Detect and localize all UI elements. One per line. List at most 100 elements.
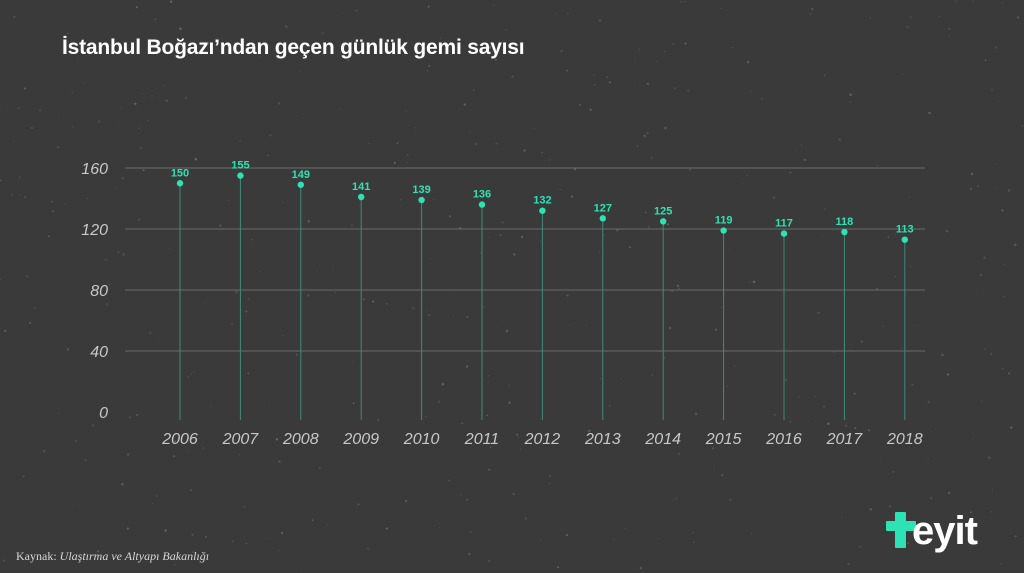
speckle	[129, 416, 132, 419]
speckle	[468, 552, 471, 556]
data-label: 149	[292, 169, 310, 181]
data-point	[297, 181, 304, 188]
speckle	[359, 200, 361, 202]
speckle	[338, 15, 339, 17]
speckle	[1014, 243, 1017, 246]
speckle	[299, 70, 301, 72]
speckle	[995, 187, 997, 189]
speckle	[173, 440, 177, 443]
speckle	[639, 566, 642, 570]
speckle	[307, 220, 310, 223]
speckle	[72, 126, 74, 128]
speckle	[135, 6, 138, 9]
speckle	[154, 18, 157, 21]
speckle	[38, 109, 42, 112]
speckle	[117, 125, 119, 127]
speckle	[999, 562, 1002, 565]
speckle	[75, 439, 77, 442]
speckle	[1016, 16, 1020, 19]
speckle	[741, 182, 743, 184]
speckle	[990, 353, 993, 355]
speckle	[987, 456, 991, 459]
speckle	[946, 373, 950, 376]
speckle	[633, 81, 635, 83]
speckle	[400, 199, 402, 201]
speckle	[505, 329, 509, 333]
speckle	[910, 265, 912, 268]
speckle	[251, 239, 253, 241]
speckle	[377, 419, 380, 421]
speckle	[894, 275, 897, 278]
chart-title: İstanbul Boğazı’ndan geçen günlük gemi s…	[62, 36, 525, 59]
data-label: 118	[836, 216, 854, 228]
speckle	[663, 50, 666, 53]
speckle	[469, 131, 471, 133]
speckle	[126, 453, 130, 456]
speckle	[187, 450, 189, 452]
data-label: 127	[594, 202, 612, 214]
speckle	[77, 62, 79, 64]
speckle	[941, 353, 944, 356]
speckle	[566, 69, 569, 72]
speckle	[749, 91, 751, 93]
speckle	[1001, 367, 1004, 370]
speckle	[172, 20, 174, 22]
speckle	[569, 324, 571, 326]
speckle	[824, 208, 826, 210]
speckle	[842, 445, 844, 447]
speckle	[938, 15, 941, 18]
speckle	[277, 549, 280, 552]
speckle	[332, 269, 334, 271]
speckle	[275, 438, 278, 441]
speckle	[948, 491, 951, 495]
speckle	[30, 126, 34, 130]
speckle	[439, 38, 441, 39]
speckle	[673, 87, 676, 90]
speckle	[108, 283, 111, 286]
speckle	[849, 93, 852, 97]
data-point	[358, 193, 365, 201]
speckle	[979, 273, 983, 277]
speckle	[821, 235, 823, 237]
speckle	[721, 473, 724, 477]
speckle	[666, 223, 670, 226]
speckle	[589, 108, 592, 111]
speckle	[105, 303, 109, 306]
speckle	[644, 211, 647, 214]
speckle	[252, 431, 254, 433]
speckle	[357, 503, 360, 506]
speckle	[814, 396, 816, 398]
speckle	[427, 5, 430, 8]
speckle	[448, 479, 451, 482]
speckle	[599, 377, 602, 380]
speckle	[426, 309, 428, 312]
data-point	[176, 180, 184, 187]
data-label: 119	[715, 215, 733, 227]
speckle	[849, 101, 851, 103]
speckle	[267, 154, 269, 157]
speckle	[1003, 296, 1005, 298]
speckle	[927, 400, 930, 404]
speckle	[516, 433, 519, 436]
speckle	[508, 401, 511, 404]
speckle	[206, 41, 210, 45]
speckle	[355, 9, 358, 12]
speckle	[908, 196, 911, 199]
speckle	[487, 375, 489, 377]
speckle	[853, 392, 856, 395]
speckle	[915, 325, 917, 327]
x-tick-label: 2009	[342, 431, 379, 448]
speckle	[51, 200, 53, 203]
speckle	[245, 542, 247, 545]
speckle	[204, 301, 206, 304]
y-tick-label: 40	[90, 344, 108, 361]
speckle	[680, 0, 682, 3]
speckle	[439, 526, 441, 529]
speckle	[1004, 264, 1006, 266]
speckle	[672, 500, 674, 502]
speckle	[239, 140, 241, 142]
speckle	[302, 117, 304, 119]
speckle	[2, 559, 5, 562]
speckle	[307, 294, 310, 297]
speckle	[983, 256, 986, 259]
